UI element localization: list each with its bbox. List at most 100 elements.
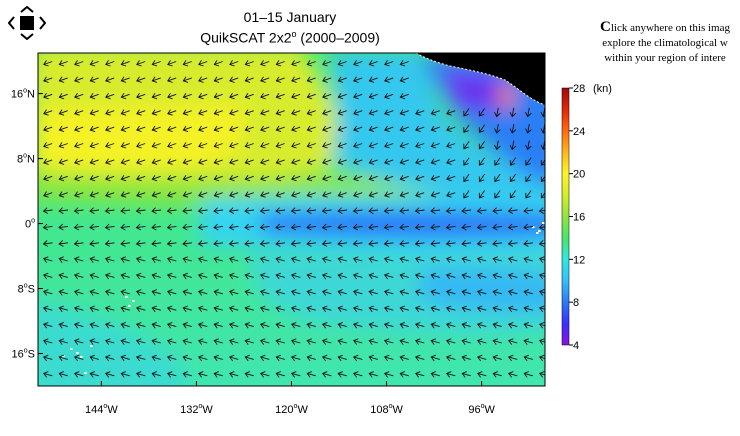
wind-arrow <box>58 207 69 214</box>
wind-arrow <box>494 107 501 118</box>
wind-arrow <box>525 157 532 166</box>
wind-arrow <box>523 223 534 231</box>
wind-arrow <box>368 354 378 362</box>
wind-arrow <box>523 354 533 362</box>
wind-arrow <box>337 371 347 378</box>
wind-arrow <box>322 76 332 83</box>
wind-arrow <box>275 289 285 296</box>
wind-arrow <box>182 174 192 182</box>
wind-arrow <box>538 240 545 247</box>
wind-arrow <box>228 223 239 231</box>
wind-arrow <box>478 124 485 133</box>
arrow-right-icon[interactable] <box>39 16 47 30</box>
wind-arrow <box>42 207 53 214</box>
wind-arrow <box>337 142 347 149</box>
wind-arrow <box>89 109 99 116</box>
wind-arrow <box>182 223 193 231</box>
wind-arrow <box>151 158 161 165</box>
wind-arrow <box>74 142 84 149</box>
wind-arrow <box>120 109 130 116</box>
wind-arrow <box>353 125 363 133</box>
wind-arrow <box>352 272 363 280</box>
wind-arrow <box>275 109 285 116</box>
wind-arrow <box>461 289 471 296</box>
island-marker <box>132 300 135 302</box>
wind-arrow <box>74 191 84 198</box>
wind-arrow <box>446 109 456 116</box>
wind-arrow <box>399 240 410 247</box>
wind-speed-map[interactable] <box>30 45 560 400</box>
wind-arrow <box>198 92 208 100</box>
wind-arrow <box>353 158 363 165</box>
longitude-degree-sign: o <box>198 403 202 410</box>
wind-arrow <box>105 92 115 100</box>
wind-arrow <box>135 256 146 263</box>
map-navigation-pad <box>7 5 47 41</box>
wind-arrow <box>352 354 363 362</box>
wind-arrow <box>322 174 332 182</box>
wind-arrow <box>229 60 239 67</box>
wind-arrow <box>89 240 100 247</box>
wind-arrow <box>523 305 533 313</box>
wind-arrow <box>352 223 363 231</box>
wind-arrow <box>445 338 456 345</box>
wind-arrow <box>120 191 130 198</box>
arrow-left-icon[interactable] <box>7 16 15 30</box>
instruction-line-1-rest: lick anywhere on this imag <box>610 22 730 34</box>
wind-arrow <box>492 371 502 378</box>
wind-arrow <box>151 256 161 263</box>
wind-arrow <box>151 289 161 296</box>
latitude-hemisphere: S <box>28 284 35 296</box>
colorbar-tick-label: 16 <box>573 212 585 224</box>
colorbar-unit: (kn) <box>593 83 612 95</box>
wind-arrow <box>414 354 425 362</box>
wind-arrow <box>182 109 192 116</box>
wind-arrow <box>229 191 239 198</box>
wind-arrow <box>197 338 208 345</box>
wind-arrow <box>383 338 394 345</box>
wind-arrow <box>182 354 192 362</box>
wind-arrow <box>430 142 440 149</box>
wind-arrow <box>492 240 503 247</box>
wind-arrow <box>244 142 254 149</box>
wind-arrow <box>120 60 130 67</box>
wind-arrow <box>321 305 332 313</box>
wind-arrow <box>58 256 68 263</box>
wind-arrow <box>166 240 177 247</box>
wind-arrow <box>384 60 394 67</box>
wind-arrow <box>337 60 347 67</box>
wind-arrow <box>368 60 378 67</box>
wind-arrow <box>523 289 533 296</box>
wind-arrow <box>135 338 146 345</box>
wind-arrow <box>507 272 518 280</box>
wind-arrow <box>306 76 316 83</box>
longitude-tick-value: 120 <box>275 404 293 416</box>
wind-arrow <box>525 140 532 151</box>
wind-arrow <box>463 190 470 199</box>
wind-arrow <box>89 60 99 67</box>
longitude-tick-value: 132 <box>180 404 198 416</box>
wind-arrow <box>58 125 68 133</box>
wind-arrow <box>197 289 208 296</box>
wind-arrow <box>353 142 363 149</box>
arrow-up-icon[interactable] <box>20 5 34 13</box>
wind-arrow <box>414 272 425 280</box>
wind-arrow <box>151 321 161 329</box>
wind-arrow <box>463 157 470 166</box>
wind-arrow <box>291 142 301 149</box>
wind-arrow <box>166 338 177 345</box>
wind-arrow <box>538 305 545 313</box>
wind-arrow <box>353 60 363 67</box>
latitude-tick-value: 16 <box>12 349 24 361</box>
wind-arrow <box>182 338 192 345</box>
wind-arrow <box>104 371 115 378</box>
arrow-down-icon[interactable] <box>20 33 34 41</box>
wind-arrow <box>104 256 115 263</box>
wind-arrow <box>58 305 68 313</box>
wind-arrow <box>337 256 347 263</box>
latitude-tick-value: 16 <box>11 89 23 101</box>
wind-arrow <box>151 305 161 313</box>
wind-arrow <box>42 256 53 263</box>
center-square-icon[interactable] <box>20 16 34 30</box>
wind-arrow <box>228 305 239 313</box>
